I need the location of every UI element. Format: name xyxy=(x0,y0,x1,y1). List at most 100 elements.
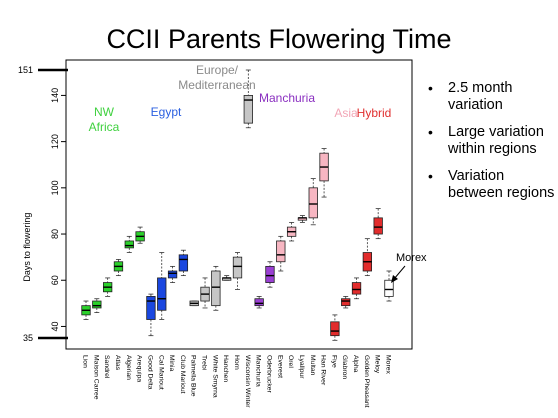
bullet-list: • 2.5 month variation • Large variation wi… xyxy=(428,80,556,212)
bullet-dot-icon: • xyxy=(428,124,433,140)
y-tick-label: 80 xyxy=(50,229,60,239)
x-tick-label: Manchuria xyxy=(255,355,262,387)
box-body xyxy=(157,277,167,311)
bullet-dot-icon: • xyxy=(428,80,433,96)
callout-arrowhead-icon xyxy=(391,275,398,283)
box-sandrel xyxy=(102,277,113,297)
x-tick-label: Palmella Blue xyxy=(190,355,197,397)
x-tick-label: Fiye xyxy=(330,355,337,368)
x-tick-label: Han River xyxy=(320,355,327,386)
box-wisconsin-winter xyxy=(243,69,253,129)
box-body xyxy=(178,254,189,272)
x-tick-label: Oderbrucker xyxy=(265,355,272,394)
x-tick-label: Wisconsin Winter xyxy=(244,355,251,408)
x-tick-label: Trebi xyxy=(201,355,208,371)
bullet-text: Variation between regions xyxy=(448,168,555,201)
x-tick-label: Club Mariout xyxy=(179,355,186,394)
box-orel xyxy=(286,222,297,242)
x-tick-label: Lion xyxy=(82,355,89,368)
box-white-smyrna xyxy=(211,265,221,311)
reference-line-label: 35 xyxy=(23,333,33,343)
box-body xyxy=(167,270,178,279)
x-tick-label: Golden Pheasant xyxy=(363,355,370,408)
box-morex xyxy=(384,270,394,302)
box-body xyxy=(330,321,340,337)
box-body xyxy=(254,298,264,307)
y-tick-label: 100 xyxy=(50,180,60,195)
box-arequipa xyxy=(135,226,145,244)
box-algerian xyxy=(124,235,134,253)
box-body xyxy=(384,279,394,297)
box-manchuria xyxy=(254,296,264,309)
box-body xyxy=(308,187,318,219)
y-tick-label: 120 xyxy=(50,134,60,149)
x-tick-label: Sandrel xyxy=(103,355,110,379)
x-tick-label: Cal Mariout xyxy=(157,355,164,390)
box-palmella-blue xyxy=(189,300,199,307)
box-body xyxy=(276,240,286,263)
x-tick-label: Atlas xyxy=(114,355,121,371)
x-tick-label: Lyallpur xyxy=(298,355,305,379)
y-tick-label: 60 xyxy=(50,275,60,285)
box-cal-mariout xyxy=(157,252,167,320)
x-tick-label: Good Delta xyxy=(146,355,153,390)
x-tick-label: Morex xyxy=(385,355,392,374)
bullet-text: Large variation within regions xyxy=(448,124,544,157)
reference-line-label: 151 xyxy=(18,65,33,75)
plot-frame xyxy=(65,59,413,350)
box-hanchen xyxy=(222,275,232,281)
box-body xyxy=(265,265,275,283)
x-tick-label: Meloy xyxy=(374,355,381,374)
y-axis-label: Days to flowering xyxy=(22,213,32,282)
box-body xyxy=(92,300,102,309)
x-tick-label: Minia xyxy=(168,355,175,371)
x-tick-label: Hanchen xyxy=(222,355,229,382)
x-tick-label: Maison Carree xyxy=(92,355,99,400)
bullet-dot-icon: • xyxy=(428,168,433,184)
x-tick-label: Arequipa xyxy=(136,355,143,382)
region-label-egypt: Egypt xyxy=(151,105,182,119)
box-fiye xyxy=(330,314,340,341)
bullet-item: • Large variation within regions xyxy=(428,124,556,158)
x-tick-label: Horn xyxy=(233,355,240,370)
x-tick-label: White Smyrna xyxy=(211,355,218,398)
box-maison-carree xyxy=(92,298,102,313)
box-atlas xyxy=(113,259,124,277)
bullet-item: • 2.5 month variation xyxy=(428,80,556,114)
box-body xyxy=(243,95,253,124)
bullet-item: • Variation between regions xyxy=(428,168,556,202)
box-alpha xyxy=(351,277,362,300)
box-body xyxy=(341,298,351,307)
box-meloy xyxy=(373,208,383,240)
x-tick-label: Multan xyxy=(309,355,316,376)
box-trebi xyxy=(200,277,210,309)
y-tick-label: 40 xyxy=(50,321,60,331)
x-tick-label: Alpha xyxy=(352,355,359,373)
box-multan xyxy=(308,178,318,226)
box-oderbrucker xyxy=(265,261,275,288)
region-label-asia: Asia xyxy=(334,106,358,120)
box-body xyxy=(232,256,243,279)
box-glabron xyxy=(341,296,351,309)
box-han-river xyxy=(319,148,329,198)
box-horn xyxy=(232,252,243,290)
x-tick-label: Glabron xyxy=(341,355,348,379)
box-everest xyxy=(276,235,286,272)
callout-arrow xyxy=(393,265,406,280)
region-label-nw-africa: NW Africa xyxy=(89,105,120,134)
box-body xyxy=(211,270,221,307)
box-body xyxy=(373,217,383,235)
slide-title: CCII Parents Flowering Time xyxy=(106,24,452,54)
bullet-text: 2.5 month variation xyxy=(448,80,513,113)
region-label-europe-mediterranean: Europe/Mediterranean xyxy=(178,63,255,92)
x-tick-label: Algerian xyxy=(125,355,132,380)
box-golden-pheasant xyxy=(362,238,373,277)
region-label-manchuria: Manchuria xyxy=(259,91,315,105)
box-club-mariout xyxy=(178,249,189,277)
box-lion xyxy=(81,300,91,320)
box-good-delta xyxy=(146,293,156,337)
box-lyallpur xyxy=(297,215,308,223)
x-tick-label: Everest xyxy=(276,355,283,378)
box-body xyxy=(351,282,362,295)
